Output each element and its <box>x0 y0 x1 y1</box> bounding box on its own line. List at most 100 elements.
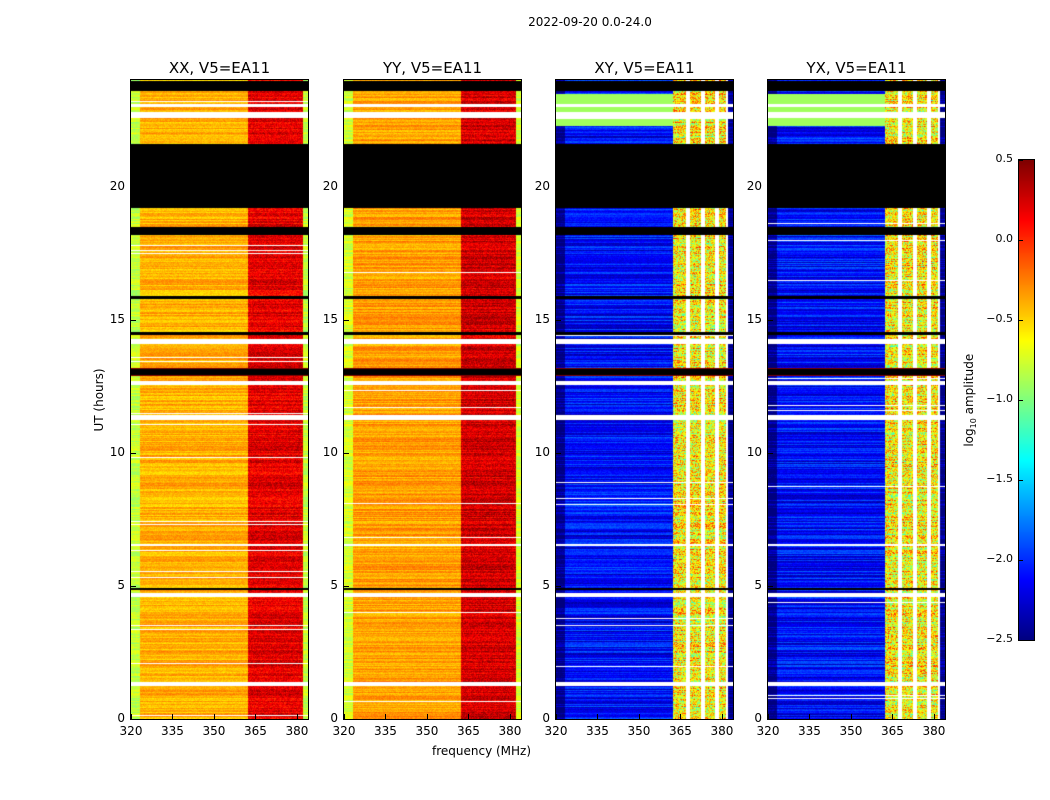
y-tick-label: 10 <box>534 444 550 459</box>
colorbar-tick-label: 0.0 <box>995 232 1014 245</box>
x-tick-label: 335 <box>798 724 821 738</box>
colorbar-tick-mark <box>1019 480 1023 481</box>
y-tick-mark <box>768 719 773 720</box>
x-tick-mark <box>556 714 557 719</box>
x-tick-label: 335 <box>374 724 397 738</box>
x-tick-label: 365 <box>244 724 267 738</box>
colorbar-frame <box>1018 159 1035 641</box>
x-tick-label: 380 <box>498 724 522 738</box>
y-tick-mark <box>556 452 561 454</box>
colorbar-tick-mark <box>1019 320 1023 321</box>
x-tick-mark <box>721 714 723 719</box>
y-tick-mark <box>768 452 773 454</box>
x-tick-label: 335 <box>586 724 609 738</box>
x-axis-label: frequency (MHz) <box>432 744 532 758</box>
y-tick-label: 20 <box>746 178 762 193</box>
colorbar-label: log10 amplitude <box>962 340 978 460</box>
x-tick-mark <box>131 714 132 719</box>
colorbar <box>1019 160 1034 640</box>
x-tick-label: 320 <box>756 724 780 738</box>
y-tick-mark <box>556 186 561 188</box>
y-tick-mark <box>556 585 561 587</box>
x-tick-label: 380 <box>922 724 946 738</box>
y-axis-label: UT (hours) <box>92 368 106 432</box>
panel-title: YY, V5=EA11 <box>382 59 483 77</box>
x-tick-label: 335 <box>161 724 184 738</box>
colorbar-tick-label: −2.0 <box>986 552 1013 565</box>
x-tick-label: 365 <box>457 724 480 738</box>
x-tick-mark <box>468 714 470 719</box>
heatmap-xy <box>556 80 733 719</box>
x-tick-mark <box>172 714 174 719</box>
x-tick-mark <box>597 714 599 719</box>
x-tick-mark <box>213 714 215 719</box>
y-tick-mark <box>344 719 349 720</box>
y-tick-label: 5 <box>330 577 338 592</box>
y-tick-mark <box>556 319 561 321</box>
colorbar-tick-mark <box>1019 560 1023 561</box>
panel-frame <box>555 79 734 720</box>
x-tick-mark <box>892 714 894 719</box>
heatmap-yy <box>344 80 521 719</box>
colorbar-tick-label: −0.5 <box>986 312 1013 325</box>
y-tick-label: 10 <box>322 444 338 459</box>
panel-title: XY, V5=EA11 <box>594 59 695 77</box>
figure-title: 2022-09-20 0.0-24.0 <box>528 15 652 29</box>
x-tick-label: 350 <box>202 724 226 738</box>
x-tick-mark <box>426 714 428 719</box>
x-tick-label: 350 <box>627 724 651 738</box>
y-tick-label: 15 <box>322 311 338 326</box>
y-tick-mark <box>556 719 561 720</box>
y-tick-label: 10 <box>109 444 125 459</box>
y-tick-label: 5 <box>754 577 762 592</box>
x-tick-mark <box>255 714 257 719</box>
panel-frame <box>130 79 309 720</box>
y-tick-label: 15 <box>534 311 550 326</box>
colorbar-tick-mark <box>1019 640 1023 641</box>
y-tick-mark <box>131 719 136 720</box>
x-tick-label: 350 <box>839 724 863 738</box>
colorbar-tick-mark <box>1019 160 1023 161</box>
x-tick-label: 365 <box>669 724 692 738</box>
colorbar-tick-label: −2.5 <box>986 632 1013 645</box>
y-tick-mark <box>131 319 136 321</box>
y-tick-mark <box>344 452 349 454</box>
panel-frame <box>343 79 522 720</box>
y-tick-label: 0 <box>330 711 338 725</box>
x-tick-mark <box>680 714 682 719</box>
colorbar-tick-mark <box>1019 400 1023 401</box>
y-tick-label: 5 <box>117 577 125 592</box>
colorbar-tick-label: −1.0 <box>986 392 1013 405</box>
y-tick-label: 20 <box>109 178 125 193</box>
x-tick-label: 320 <box>119 724 143 738</box>
colorbar-label-sub: 10 <box>969 418 979 429</box>
panel-title: XX, V5=EA11 <box>168 59 271 77</box>
y-tick-label: 0 <box>542 711 550 725</box>
x-tick-label: 320 <box>544 724 568 738</box>
y-tick-label: 20 <box>534 178 550 193</box>
x-tick-label: 365 <box>881 724 904 738</box>
x-tick-mark <box>385 714 387 719</box>
y-tick-mark <box>768 585 773 587</box>
y-tick-label: 15 <box>109 311 125 326</box>
y-tick-label: 15 <box>746 311 762 326</box>
x-tick-mark <box>296 714 298 719</box>
x-tick-label: 380 <box>285 724 309 738</box>
y-tick-mark <box>344 585 349 587</box>
x-tick-mark <box>509 714 511 719</box>
y-tick-mark <box>768 186 773 188</box>
x-tick-label: 320 <box>332 724 356 738</box>
y-tick-label: 0 <box>754 711 762 725</box>
panel-title: YX, V5=EA11 <box>806 59 907 77</box>
x-tick-mark <box>638 714 640 719</box>
x-tick-label: 380 <box>710 724 734 738</box>
heatmap-xx <box>131 80 308 719</box>
colorbar-label-main: log <box>961 428 976 447</box>
colorbar-tick-label: 0.5 <box>995 152 1014 165</box>
colorbar-tick-label: −1.5 <box>986 472 1013 485</box>
x-tick-mark <box>850 714 852 719</box>
y-tick-mark <box>344 186 349 188</box>
panel-frame <box>767 79 946 720</box>
y-tick-label: 10 <box>746 444 762 459</box>
